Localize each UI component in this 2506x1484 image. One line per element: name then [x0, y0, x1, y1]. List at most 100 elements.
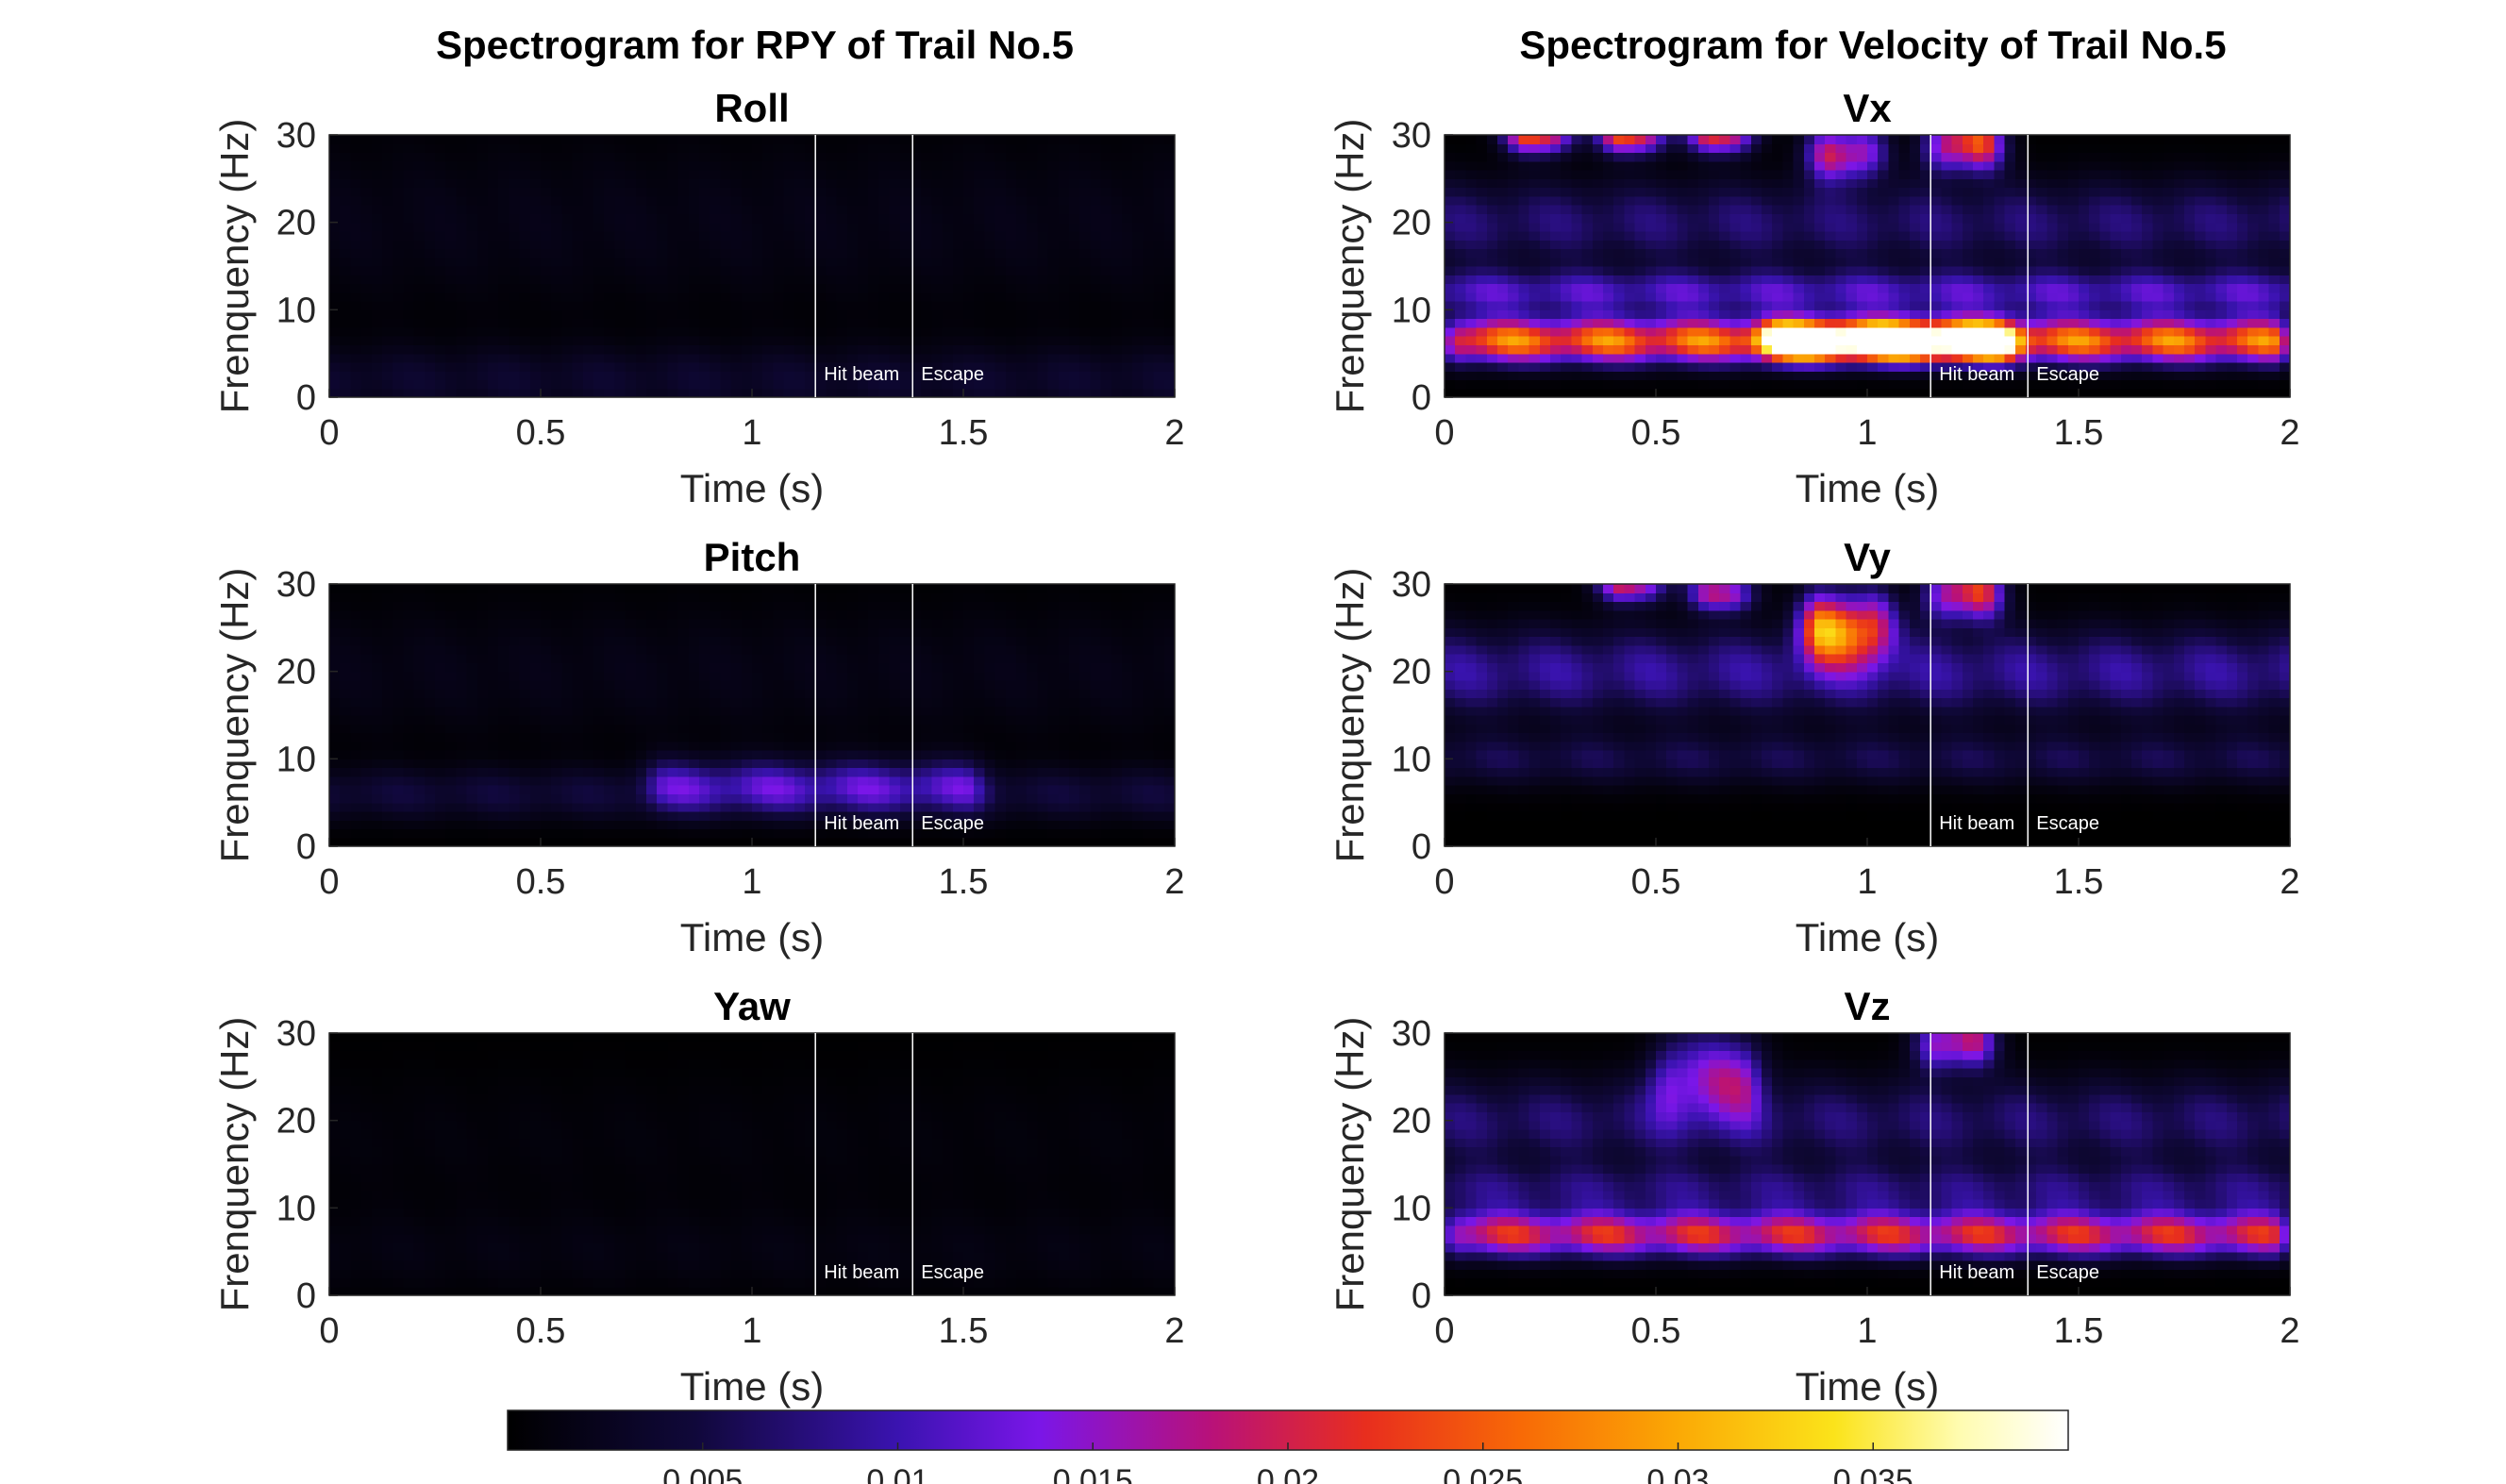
heatmap-cell — [488, 662, 499, 672]
heatmap-cell — [1069, 161, 1080, 171]
heatmap-cell — [488, 178, 499, 188]
heatmap-cell — [826, 715, 837, 725]
heatmap-cell — [720, 733, 731, 742]
heatmap-cell — [762, 838, 774, 847]
heatmap-cell — [636, 662, 647, 672]
heatmap-cell — [868, 258, 879, 267]
heatmap-cell — [826, 161, 837, 171]
heatmap-cell — [657, 776, 668, 786]
heatmap-cell — [350, 1094, 361, 1104]
heatmap-cell — [1016, 354, 1027, 363]
heatmap-cell — [372, 1208, 383, 1217]
heatmap-cell — [340, 1146, 351, 1156]
heatmap-cell — [551, 327, 562, 337]
heatmap-cell — [350, 697, 361, 707]
heatmap-cell — [900, 793, 911, 803]
heatmap-cell — [393, 301, 404, 310]
heatmap-cell — [614, 240, 626, 249]
heatmap-cell — [773, 697, 784, 707]
heatmap-cell — [593, 266, 605, 275]
heatmap-cell — [742, 645, 753, 655]
heatmap-cell — [752, 143, 763, 153]
heatmap-cell — [1079, 240, 1091, 249]
heatmap-cell — [403, 637, 414, 646]
heatmap-cell — [477, 266, 489, 275]
heatmap-cell — [805, 776, 816, 786]
heatmap-cell — [477, 768, 489, 777]
heatmap-cell — [393, 707, 404, 716]
heatmap-cell — [646, 319, 658, 328]
heatmap-cell — [963, 223, 975, 232]
heatmap-cell — [1027, 161, 1038, 171]
heatmap-cell — [393, 223, 404, 232]
heatmap-cell — [1037, 707, 1048, 716]
heatmap-cell — [614, 776, 626, 786]
heatmap-cell — [667, 231, 678, 241]
heatmap-cell — [393, 645, 404, 655]
heatmap-cell — [931, 838, 943, 847]
heatmap-cell — [1016, 785, 1027, 794]
heatmap-cell — [477, 301, 489, 310]
heatmap-cell — [752, 672, 763, 681]
heatmap-cell — [509, 820, 520, 829]
heatmap-cell — [414, 344, 426, 354]
heatmap-cell — [382, 135, 393, 144]
heatmap-cell — [710, 284, 721, 293]
heatmap-cell — [403, 803, 414, 812]
heatmap-cell — [382, 584, 393, 593]
heatmap-cell — [530, 223, 542, 232]
heatmap-cell — [382, 697, 393, 707]
heatmap-cell — [805, 344, 816, 354]
heatmap-cell — [1122, 336, 1133, 345]
heatmap-cell — [646, 135, 658, 144]
heatmap-cell — [372, 742, 383, 751]
heatmap-cell — [1154, 135, 1165, 144]
heatmap-cell — [593, 785, 605, 794]
heatmap-cell — [551, 213, 562, 223]
heatmap-cell — [329, 1252, 341, 1261]
heatmap-cell — [847, 697, 859, 707]
heatmap-cell — [752, 258, 763, 267]
heatmap-cell — [445, 161, 457, 171]
heatmap-cell — [435, 828, 446, 838]
heatmap-cell — [530, 143, 542, 153]
heatmap-cell — [509, 231, 520, 241]
heatmap-cell — [329, 1226, 341, 1235]
heatmap-cell — [551, 196, 562, 206]
heatmap-cell — [646, 592, 658, 602]
heatmap-cell — [731, 284, 743, 293]
heatmap-cell — [561, 776, 573, 786]
heatmap-cell — [667, 689, 678, 698]
heatmap-cell — [541, 627, 552, 637]
heatmap-cell — [995, 776, 1007, 786]
heatmap-cell — [963, 645, 975, 655]
heatmap-cell — [943, 637, 954, 646]
heatmap-cell — [720, 820, 731, 829]
heatmap-cell — [995, 610, 1007, 620]
heatmap-cell — [626, 258, 637, 267]
heatmap-cell — [1069, 637, 1080, 646]
heatmap-cell — [868, 188, 879, 197]
heatmap-cell — [1027, 135, 1038, 144]
heatmap-cell — [614, 662, 626, 672]
heatmap-cell — [1079, 319, 1091, 328]
heatmap-cell — [784, 645, 795, 655]
heatmap-cell — [520, 205, 531, 214]
heatmap-cell — [626, 724, 637, 733]
heatmap-cell — [1090, 654, 1101, 663]
heatmap-cell — [1016, 811, 1027, 821]
heatmap-cell — [1016, 759, 1027, 768]
heatmap-cell — [551, 231, 562, 241]
heatmap-cell — [488, 284, 499, 293]
heatmap-cell — [995, 240, 1007, 249]
heatmap-cell — [1037, 292, 1048, 302]
heatmap-cell — [1069, 803, 1080, 812]
heatmap-cell — [626, 742, 637, 751]
heatmap-cell — [329, 362, 341, 372]
x-tick-label: 1.5 — [939, 862, 989, 902]
heatmap-cell — [667, 275, 678, 284]
heatmap-cell — [340, 654, 351, 663]
heatmap-cell — [720, 258, 731, 267]
heatmap-cell — [488, 309, 499, 319]
heatmap-cell — [350, 240, 361, 249]
